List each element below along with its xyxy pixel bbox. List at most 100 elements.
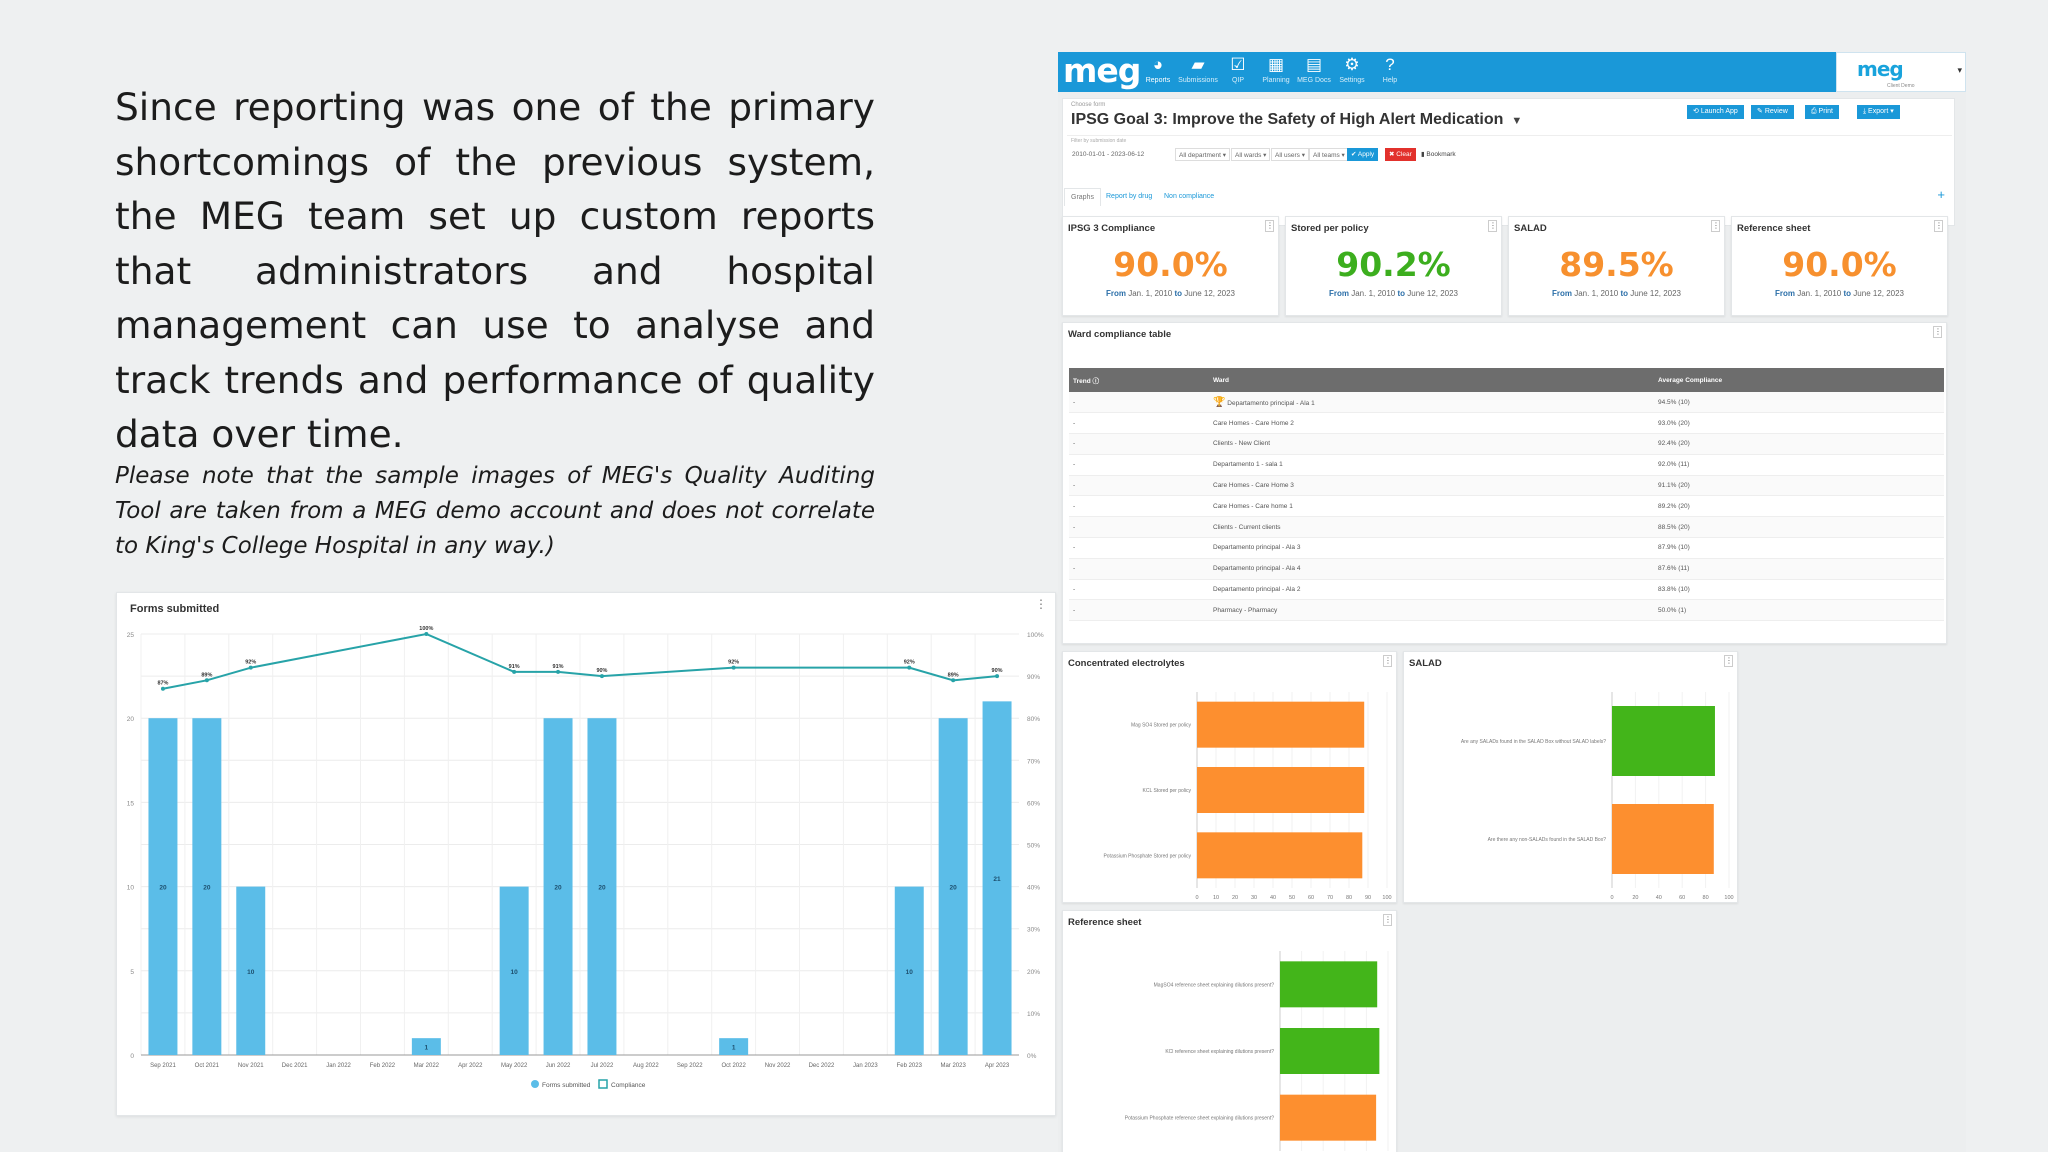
line-point [556, 669, 561, 674]
trophy-icon: 🏆 [1213, 396, 1226, 408]
chevron-down-icon: ▼ [1511, 115, 1523, 127]
tab-non-compliance[interactable]: Non compliance [1164, 193, 1215, 200]
nav-item-qip[interactable]: ☑ QIP [1218, 55, 1258, 91]
col-trend[interactable]: Trend ⓘ [1069, 368, 1209, 392]
kebab-icon[interactable]: ⋮ [1383, 914, 1392, 926]
ward-cell: Departamento principal - Ala 3 [1209, 537, 1654, 559]
trend-cell: - [1069, 454, 1209, 476]
legend-label: Forms submitted [542, 1082, 591, 1089]
table-row[interactable]: - Clients - New Client 92.4% (20) [1069, 433, 1944, 455]
trend-cell: - [1069, 412, 1209, 435]
col-ward[interactable]: Ward [1209, 368, 1654, 392]
tab-report-by-drug[interactable]: Report by drug [1106, 193, 1153, 200]
add-icon[interactable]: + [1937, 187, 1945, 202]
kebab-icon[interactable]: ⋮ [1934, 220, 1943, 232]
form-selector[interactable]: IPSG Goal 3: Improve the Safety of High … [1071, 111, 1522, 129]
team-filter[interactable]: All teams ▾ [1309, 148, 1349, 161]
kebab-icon[interactable]: ⋮ [1383, 655, 1392, 667]
forms-submitted-panel: 100% 90% 80% 70% 60% 50% 40% 30% 20% 10% 0% 25 20 15 1… [116, 592, 1056, 1116]
kebab-icon[interactable]: ⋮ [1488, 220, 1497, 232]
table-row[interactable]: - Departamento principal - Ala 3 87.9% (… [1069, 537, 1944, 559]
category-label: KCL Stored per policy [1143, 788, 1192, 794]
trend-cell: - [1069, 579, 1209, 601]
line-data-label: 91% [509, 664, 520, 670]
meg-logo[interactable]: meg [1063, 52, 1141, 90]
table-row[interactable]: - Departamento principal - Ala 4 87.6% (… [1069, 558, 1944, 580]
gear-icon: ⚙ [1344, 55, 1360, 74]
review-button[interactable]: ✎ Review [1751, 105, 1794, 119]
kebab-icon[interactable]: ⋮ [1933, 326, 1942, 338]
compliance-cell: 87.6% (11) [1654, 558, 1944, 580]
pie-chart-icon: ◕ [1152, 55, 1164, 74]
line-data-label: 90% [992, 668, 1003, 674]
line-data-label: 87% [157, 681, 168, 687]
table-row[interactable]: - Clients - Current clients 88.5% (20) [1069, 516, 1944, 539]
x-tick-label: Nov 2022 [765, 1063, 791, 1069]
reference-sheet-card: 020406080100MagSO4 reference sheet expla… [1062, 910, 1397, 1152]
bar [1197, 832, 1363, 879]
col-average-compliance[interactable]: Average Compliance [1654, 368, 1944, 392]
bar-data-label: 10 [247, 969, 255, 976]
nav-item-help[interactable]: ? Help [1370, 55, 1410, 91]
brand-subtitle: Client Demo [1887, 83, 1915, 89]
chevron-down-icon: ▾ [1957, 65, 1962, 75]
y-right-tick-label: 40% [1027, 885, 1040, 892]
report-tabs: Graphs Report by drug Non compliance + [1062, 184, 1955, 206]
kebab-icon[interactable]: ⋮ [1724, 655, 1733, 667]
x-tick-label: Feb 2022 [370, 1063, 396, 1069]
line-data-label: 92% [728, 660, 739, 666]
table-row[interactable]: - Care Homes - Care home 1 89.2% (20) [1069, 495, 1944, 518]
y-left-tick-label: 20 [127, 716, 135, 723]
ward-cell: Departamento 1 - sala 1 [1209, 454, 1654, 476]
table-row[interactable]: - Care Homes - Care Home 3 91.1% (20) [1069, 475, 1944, 497]
y-right-tick-label: 80% [1027, 716, 1040, 723]
document-icon: ▤ [1305, 55, 1323, 74]
apply-button[interactable]: ✔ Apply [1347, 148, 1379, 161]
calendar-icon: ▦ [1267, 55, 1285, 74]
user-filter[interactable]: All users ▾ [1271, 148, 1310, 161]
concentrated-electrolytes-card: 0 10 20 30 40 50 60 70 80 90 100 Mag SO4 Stored per… [1062, 651, 1397, 903]
page-title: IPSG Goal 3: Improve the Safety of High … [1071, 111, 1504, 128]
bar [236, 886, 266, 1055]
folder-icon: ▰ [1191, 55, 1205, 74]
compliance-cell: 93.0% (20) [1654, 412, 1944, 435]
trend-cell: - [1069, 558, 1209, 580]
kebab-icon[interactable]: ⋮ [1265, 220, 1274, 232]
table-row[interactable]: - 🏆 Departamento principal - Ala 1 94.5%… [1069, 392, 1944, 414]
line-point [995, 674, 1000, 679]
tab-graphs[interactable]: Graphs [1064, 188, 1101, 206]
x-tick-label: Jul 2022 [591, 1063, 614, 1069]
kpi-card-salad: SALAD ⋮ 89.5% From Jan. 1, 2010 to June … [1508, 216, 1725, 316]
export-button[interactable]: ⤓ Export ▾ [1857, 105, 1900, 119]
bookmark-button[interactable]: ▮ Bookmark [1421, 151, 1456, 158]
x-tick-label: 100 [1724, 895, 1733, 901]
table-row[interactable]: - Pharmacy - Pharmacy 50.0% (1) [1069, 599, 1944, 622]
kpi-title: IPSG 3 Compliance [1068, 223, 1156, 234]
table-row[interactable]: - Departamento 1 - sala 1 92.0% (11) [1069, 454, 1944, 476]
date-range-input[interactable]: 2010-01-01 - 2023-06-12 [1069, 148, 1148, 161]
kebab-icon[interactable]: ⋮ [1035, 597, 1047, 611]
x-tick-label: 40 [1270, 895, 1276, 901]
department-filter[interactable]: All department ▾ [1175, 148, 1230, 161]
table-row[interactable]: - Departamento principal - Ala 2 83.8% (… [1069, 579, 1944, 601]
table-row[interactable]: - Care Homes - Care Home 2 93.0% (20) [1069, 412, 1944, 435]
kebab-icon[interactable]: ⋮ [1711, 220, 1720, 232]
nav-item-settings[interactable]: ⚙ Settings [1332, 55, 1372, 91]
nav-item-planning[interactable]: ▦ Planning [1256, 55, 1296, 91]
client-brand[interactable]: meg Client Demo ▾ [1836, 52, 1966, 92]
ward-filter[interactable]: All wards ▾ [1231, 148, 1271, 161]
nav-label: QIP [1231, 77, 1245, 84]
nav-item-meg-docs[interactable]: ▤ MEG Docs [1294, 55, 1334, 91]
kpi-date-range: From Jan. 1, 2010 to June 12, 2023 [1774, 289, 1905, 298]
concentrated-electrolytes-chart: 0 10 20 30 40 50 60 70 80 90 100 Mag SO4 Stored per… [1103, 692, 1392, 901]
print-button[interactable]: ⎙ Print [1805, 105, 1839, 119]
y-right-tick-label: 90% [1027, 674, 1040, 681]
x-tick-label: 0 [1195, 895, 1198, 901]
nav-label: Planning [1262, 77, 1290, 84]
nav-item-reports[interactable]: ◕ Reports [1138, 55, 1178, 91]
bar-data-label: 20 [554, 885, 562, 892]
clear-button[interactable]: ✖ Clear [1385, 148, 1416, 161]
category-label: Potassium Phosphate reference sheet expl… [1125, 1116, 1274, 1122]
nav-item-submissions[interactable]: ▰ Submissions [1178, 55, 1218, 91]
launch-app-button[interactable]: ⟲ Launch App [1687, 105, 1744, 119]
